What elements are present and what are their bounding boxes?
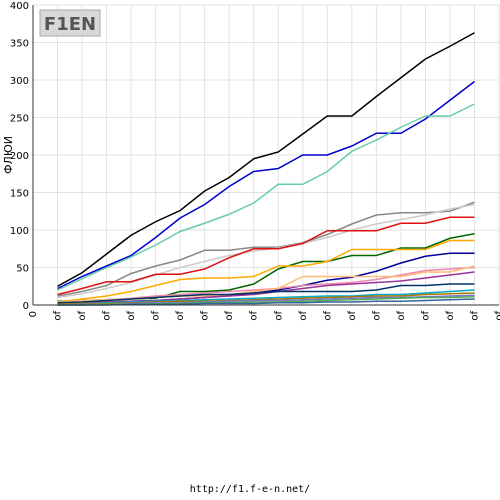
footer-url[interactable]: http://f1.f-e-n.net/	[189, 484, 311, 495]
y-tick-label: 250	[10, 114, 29, 125]
x-tick-label: of	[200, 311, 211, 321]
x-tick-labels: 0 of of of of of of of of of of of of of of of of of of of	[28, 311, 500, 321]
x-tick-label: of	[469, 311, 480, 321]
y-tick-label: 100	[10, 226, 29, 237]
x-tick-label: of	[371, 311, 382, 321]
x-tick-label: of	[396, 311, 407, 321]
x-tick-label: of	[420, 311, 431, 321]
x-tick-label: of	[224, 311, 235, 321]
x-tick-label: of	[249, 311, 260, 321]
x-tick-label: of	[175, 311, 186, 321]
y-tick-label: 0	[23, 301, 29, 312]
y-tick-label: 350	[10, 39, 29, 50]
x-tick-label: of	[102, 311, 113, 321]
y-tick-labels: 0 50 100 150 200 250 300 350 400	[10, 1, 29, 312]
x-tick-label: of	[494, 311, 500, 321]
y-tick-label: 200	[10, 151, 29, 162]
series-line	[57, 239, 475, 303]
x-tick-label: 0	[28, 311, 39, 317]
x-tick-label: of	[53, 311, 64, 321]
x-tick-label: of	[151, 311, 162, 321]
series-line	[57, 298, 475, 306]
logo-background	[39, 9, 101, 37]
series-line	[57, 32, 475, 287]
x-tick-label: of	[273, 311, 284, 321]
y-tick-label: 400	[10, 1, 29, 12]
series-lines	[57, 32, 475, 306]
series-line	[57, 80, 475, 290]
site-logo: F1EN	[39, 9, 101, 37]
y-tick-label: 300	[10, 76, 29, 87]
logo-text: F1EN	[44, 14, 96, 35]
y-tick-label: 150	[10, 189, 29, 200]
x-tick-label: of	[322, 311, 333, 321]
x-tick-label: of	[77, 311, 88, 321]
x-tick-label: of	[445, 311, 456, 321]
series-line	[57, 103, 475, 291]
y-axis-title: ФЛЮИ	[2, 136, 15, 174]
series-line	[57, 216, 475, 296]
x-tick-label: of	[347, 311, 358, 321]
series-line	[57, 201, 475, 297]
x-tick-label: of	[126, 311, 137, 321]
x-tick-label: of	[298, 311, 309, 321]
y-tick-label: 50	[16, 264, 29, 275]
axes	[32, 5, 499, 306]
series-line	[57, 283, 475, 304]
